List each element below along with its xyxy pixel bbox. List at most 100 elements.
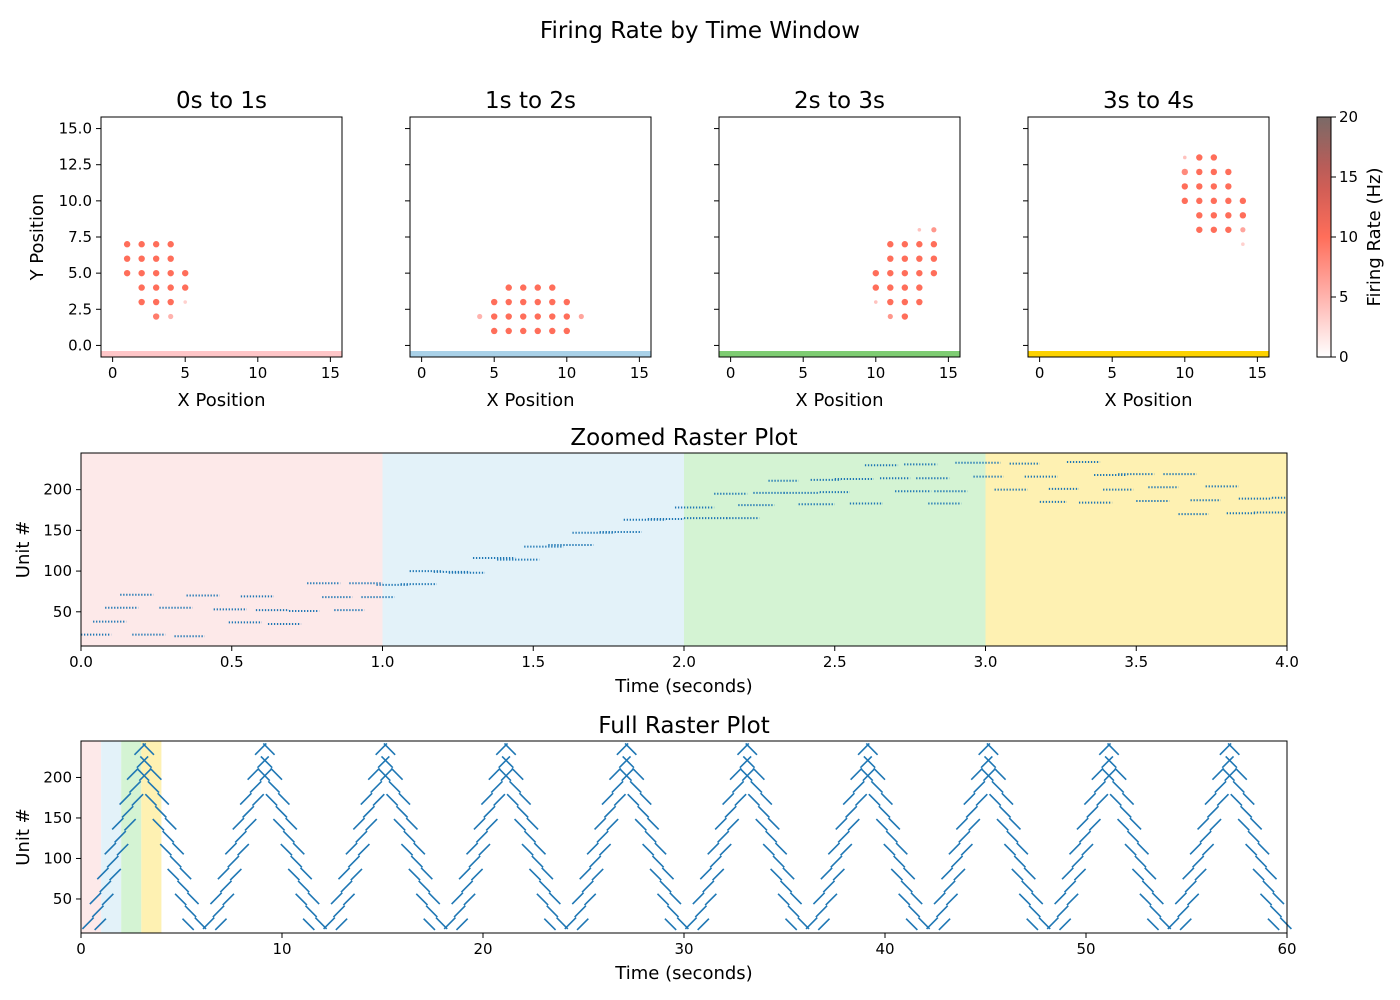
spike-train: [548, 892, 561, 905]
spike-train: [649, 868, 662, 881]
spike-train: [1028, 905, 1041, 918]
spike-train: [661, 867, 675, 880]
spike-train: [581, 880, 594, 893]
spike-train: [709, 855, 722, 868]
unit-rate-point: [1181, 168, 1188, 176]
unit-rate-point: [491, 313, 498, 320]
colorbar-tick-label: 20: [1339, 108, 1358, 126]
spike-train: [214, 918, 228, 931]
spike-train: [762, 843, 776, 856]
spike-train: [94, 918, 107, 931]
spike-train: [500, 768, 513, 782]
spike-train: [1026, 918, 1039, 931]
spike-train: [498, 755, 511, 769]
unit-rate-point: [138, 298, 145, 306]
spike-train: [644, 830, 657, 843]
spike-train: [251, 793, 265, 807]
spike-train: [139, 755, 153, 769]
y-tick-label: 100: [43, 562, 72, 580]
spike-train: [1061, 867, 1074, 880]
x-tick-label: 5: [489, 364, 499, 382]
spike-train: [249, 780, 262, 794]
spike-train: [415, 893, 429, 906]
spike-train: [499, 768, 512, 782]
spike-train: [842, 792, 856, 806]
spike-train: [591, 868, 604, 881]
spike-train: [362, 805, 376, 819]
unit-rate-point: [123, 269, 131, 277]
unit-rate-point: [872, 284, 879, 291]
spike-train: [239, 792, 253, 806]
spike-train: [1068, 842, 1082, 855]
y-axis-label: Unit #: [13, 808, 34, 865]
spike-train: [1008, 817, 1022, 830]
spike-train: [656, 893, 670, 906]
time-window-strip: [410, 351, 651, 357]
spike-train: [1091, 767, 1104, 781]
spike-train: [986, 742, 999, 756]
spike-train: [1030, 892, 1044, 905]
spike-train: [827, 842, 841, 855]
spike-train: [81, 917, 95, 930]
spike-train: [996, 818, 1009, 832]
spike-train: [574, 905, 587, 918]
spike-train: [955, 817, 969, 830]
spike-train: [1146, 918, 1160, 931]
spike-train: [393, 818, 406, 832]
spike-train: [518, 792, 532, 806]
spike-train: [330, 892, 343, 905]
spike-train: [1269, 905, 1283, 918]
spike-train: [465, 842, 479, 855]
unit-rate-point: [901, 269, 909, 277]
x-tick-label: 15: [321, 364, 340, 382]
spike-train: [244, 818, 257, 832]
spike-train: [870, 780, 884, 794]
spike-train: [666, 905, 680, 918]
spike-train: [619, 768, 633, 782]
spike-train: [817, 918, 831, 931]
spike-train: [729, 767, 742, 781]
spike-train: [998, 805, 1012, 819]
x-tick-label: 10: [272, 940, 291, 958]
spike-train: [820, 867, 833, 880]
spike-train: [1119, 805, 1132, 819]
spike-train: [186, 892, 200, 905]
spike-train: [926, 917, 939, 930]
spike-train: [1191, 855, 1205, 868]
spike-train: [541, 867, 554, 880]
spike-train: [470, 868, 484, 881]
spike-train: [137, 768, 150, 782]
full-raster-panel: 0 10 20 30 40 50 60 50 100 150 200 Full Raster Plot…: [13, 713, 1297, 984]
spike-train: [370, 780, 383, 794]
unit-rate-point: [549, 298, 556, 306]
unit-rate-point: [1225, 168, 1232, 176]
spatial-panel-1: 0 5 10 15 0.0 2.5 5.0 7.5 10.0 12.5 15.0 0s to 1s X …: [27, 88, 343, 411]
spike-train: [533, 842, 547, 855]
spike-train: [1151, 892, 1164, 905]
time-window-strip: [1028, 351, 1269, 357]
spike-train: [257, 768, 271, 782]
spike-train: [588, 855, 602, 868]
unit-rate-point: [1181, 183, 1188, 190]
spike-train: [885, 830, 899, 843]
unit-rate-point: [1210, 197, 1218, 205]
spike-train: [1184, 880, 1197, 893]
spike-train: [265, 793, 278, 807]
y-tick-label: 12.5: [59, 156, 92, 174]
spike-train: [1211, 767, 1225, 781]
spike-train: [101, 893, 114, 906]
spike-train: [453, 905, 466, 918]
panel-title: Zoomed Raster Plot: [570, 425, 797, 451]
spike-train: [256, 755, 270, 769]
spike-train: [259, 768, 272, 782]
spike-train: [237, 843, 250, 856]
spike-train: [1222, 768, 1236, 782]
spike-train: [702, 880, 715, 893]
unit-rate-point: [901, 241, 909, 248]
spike-train: [1254, 855, 1268, 868]
spike-train: [181, 918, 195, 931]
unit-rate-point: [152, 241, 160, 248]
spike-train: [840, 843, 853, 856]
spike-train: [943, 880, 956, 893]
spike-train: [1078, 830, 1092, 843]
